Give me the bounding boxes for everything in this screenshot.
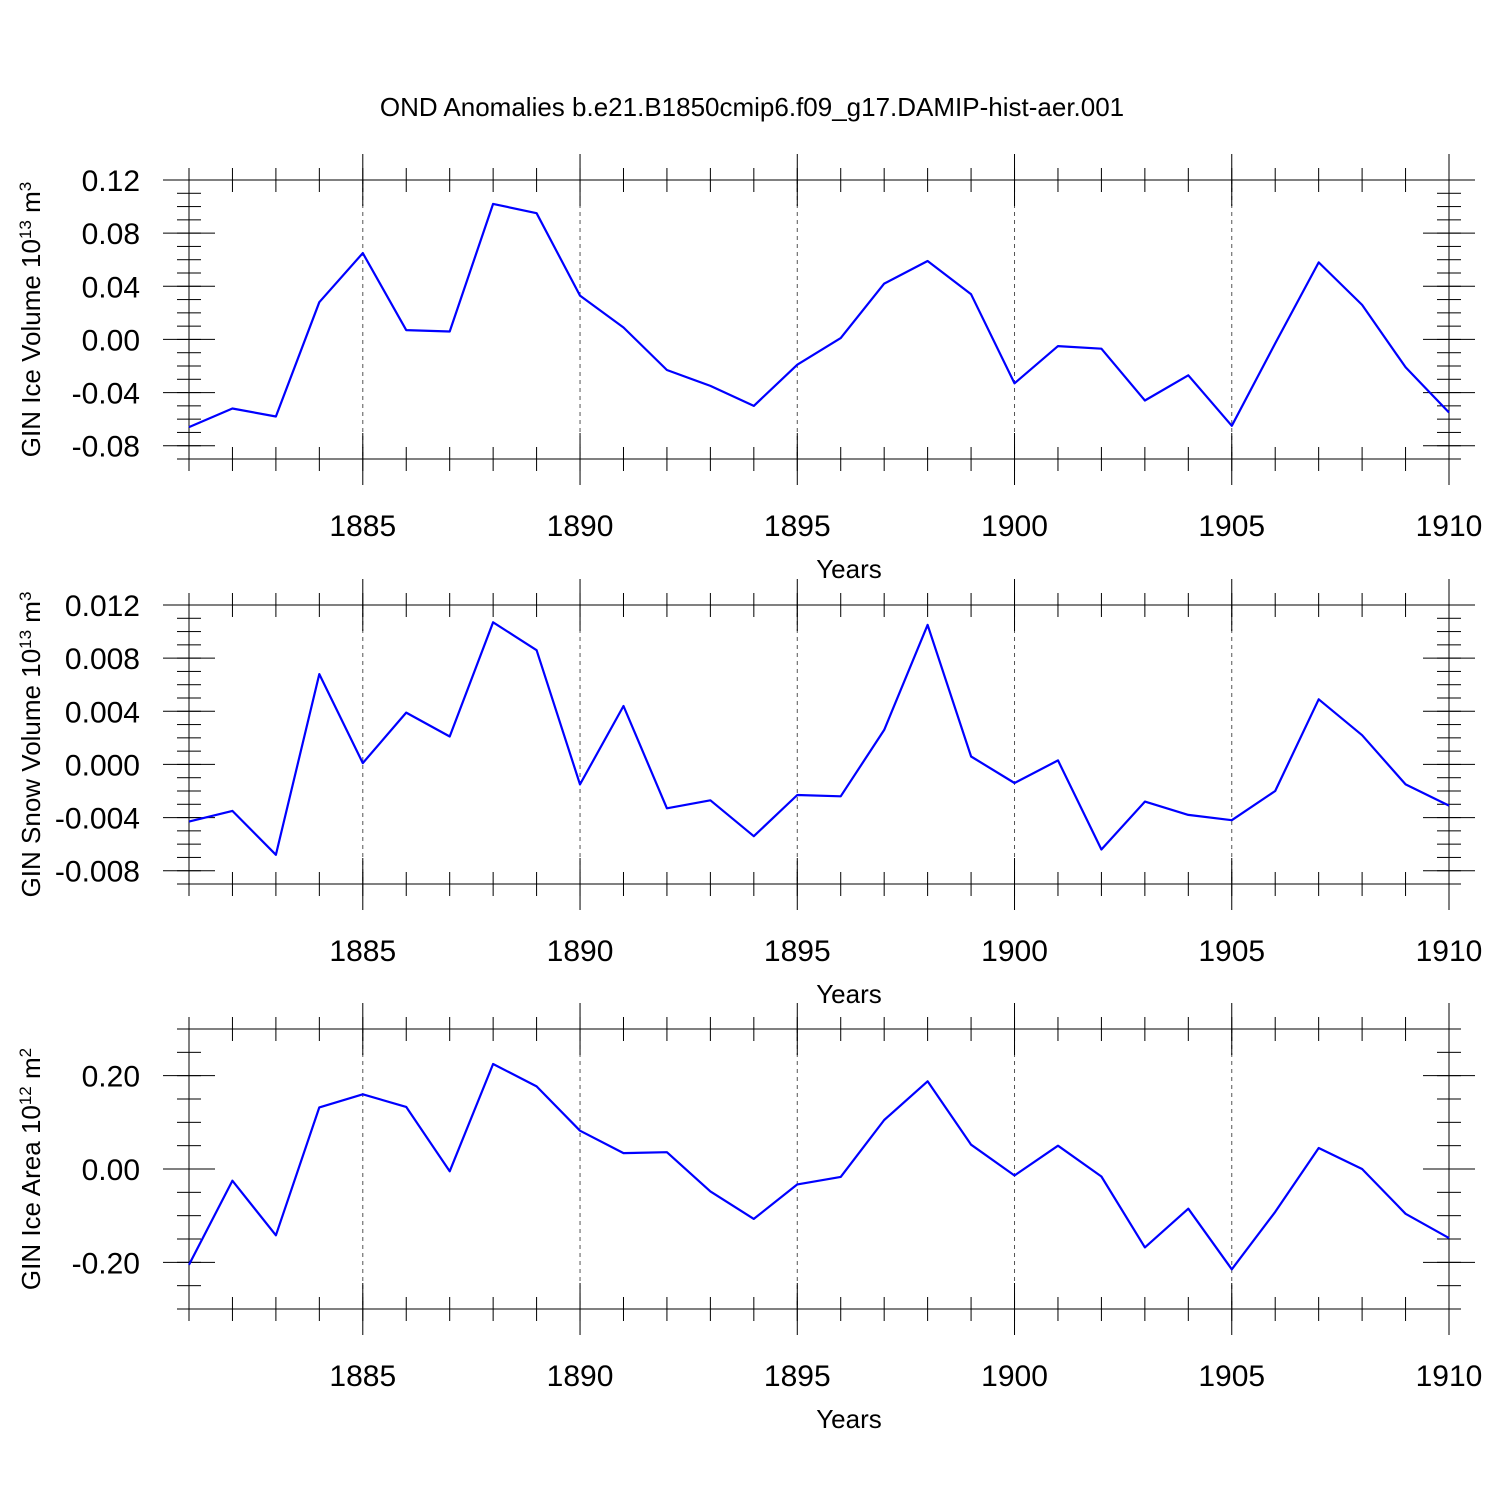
- y-tick-label: 0.000: [65, 749, 140, 782]
- x-axis-label: Years: [816, 1404, 882, 1434]
- y-tick-label: -0.08: [72, 431, 140, 464]
- x-tick-label: 1890: [547, 1360, 614, 1393]
- y-tick-label: 0.004: [65, 696, 140, 729]
- x-tick-label: 1900: [981, 935, 1048, 968]
- x-tick-label: 1895: [764, 510, 831, 543]
- x-tick-label: 1900: [981, 510, 1048, 543]
- y-axis-label-part: GIN Snow Volume 10: [16, 649, 46, 898]
- y-tick-label: 0.20: [82, 1061, 140, 1094]
- chart-panel-3: 1885 1890 1895 1900 1905 1910 0.20 0.00 -0.20 Yea…: [16, 1003, 1483, 1434]
- plot-frame: [188, 179, 1450, 460]
- y-axis-label-superscript: 3: [16, 592, 35, 601]
- plot-frame: [188, 1028, 1450, 1310]
- y-axis-label: GIN Ice Volume 1013 m3: [16, 182, 47, 458]
- y-tick-label: -0.20: [72, 1247, 140, 1280]
- data-line: [188, 621, 1450, 856]
- chart-title: OND Anomalies b.e21.B1850cmip6.f09_g17.D…: [380, 92, 1124, 122]
- x-tick-label: 1910: [1416, 510, 1483, 543]
- x-tick-label: 1890: [547, 510, 614, 543]
- x-tick-label: 1910: [1416, 935, 1483, 968]
- y-tick-label: 0.012: [65, 590, 140, 623]
- x-tick-label: 1895: [764, 1360, 831, 1393]
- chart-panel-2: 1885 1890 1895 1900 1905 1910 0.012 0.008 0.004 0…: [16, 579, 1483, 1009]
- y-axis-label-superscript: 12: [16, 1086, 35, 1105]
- y-tick-label: 0.12: [82, 165, 140, 198]
- data-line: [188, 1062, 1450, 1271]
- plot-frame: [188, 604, 1450, 885]
- x-tick-label: 1885: [329, 1360, 396, 1393]
- y-axis-label: GIN Ice Area 1012 m2: [16, 1048, 47, 1290]
- y-tick-label: 0.00: [82, 1154, 140, 1187]
- x-tick-label: 1905: [1198, 510, 1265, 543]
- y-tick-label: -0.04: [72, 378, 140, 411]
- y-tick-label: 0.04: [82, 271, 140, 304]
- x-axis-label: Years: [816, 979, 882, 1009]
- x-tick-label: 1900: [981, 1360, 1048, 1393]
- data-line: [188, 202, 1450, 429]
- y-tick-label: -0.008: [55, 856, 140, 889]
- y-axis-label-superscript: 13: [16, 630, 35, 649]
- x-tick-label: 1910: [1416, 1360, 1483, 1393]
- y-tick-label: -0.004: [55, 803, 140, 836]
- y-axis-label-part: GIN Ice Volume 10: [16, 239, 46, 457]
- y-axis-label-part: m: [16, 601, 46, 630]
- x-tick-label: 1895: [764, 935, 831, 968]
- x-tick-label: 1905: [1198, 1360, 1265, 1393]
- y-tick-label: 0.00: [82, 324, 140, 357]
- y-tick-label: 0.08: [82, 218, 140, 251]
- x-tick-label: 1905: [1198, 935, 1265, 968]
- y-tick-label: 0.008: [65, 643, 140, 676]
- y-axis-label-superscript: 3: [16, 182, 35, 191]
- y-axis-label-superscript: 13: [16, 220, 35, 239]
- chart-panel-1: 1885 1890 1895 1900 1905 1910 0.12 0.08 0.04 0.00…: [16, 154, 1483, 584]
- y-axis-label-part: GIN Ice Area 10: [16, 1105, 46, 1290]
- x-tick-label: 1885: [329, 935, 396, 968]
- chart-panels: 1885 1890 1895 1900 1905 1910 0.12 0.08 0.04 0.00…: [16, 154, 1483, 1434]
- x-tick-label: 1885: [329, 510, 396, 543]
- y-axis-label-superscript: 2: [16, 1048, 35, 1057]
- y-axis-label: GIN Snow Volume 1013 m3: [16, 592, 47, 898]
- y-axis-label-part: m: [16, 191, 46, 220]
- x-tick-label: 1890: [547, 935, 614, 968]
- x-axis-label: Years: [816, 554, 882, 584]
- y-axis-label-part: m: [16, 1057, 46, 1086]
